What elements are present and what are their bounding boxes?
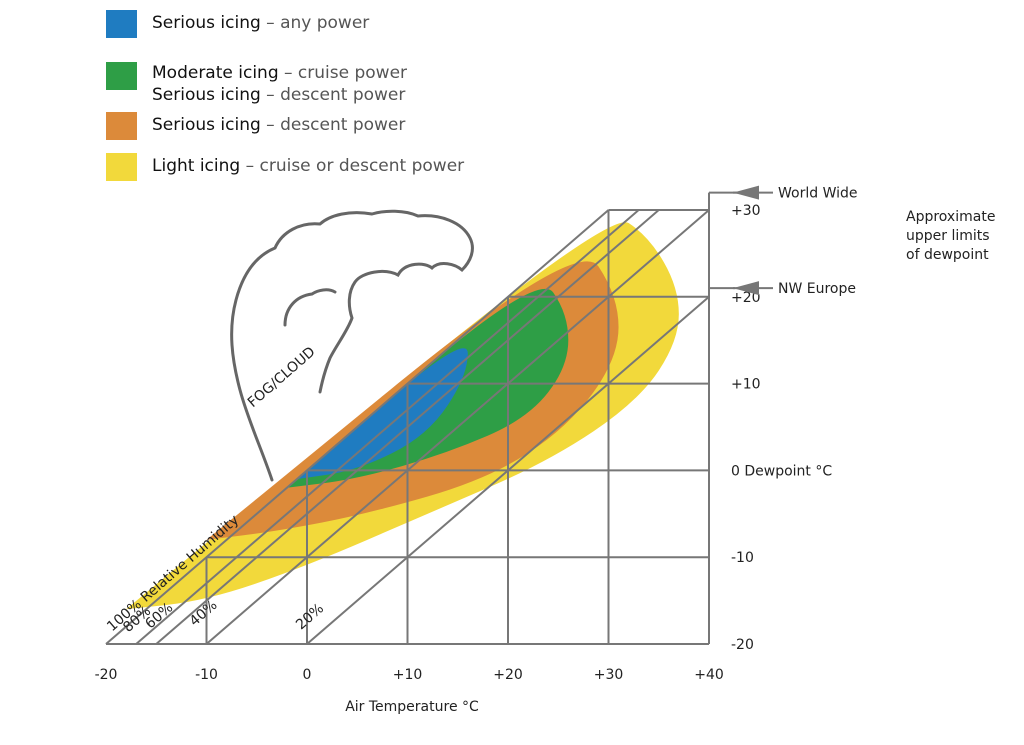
x-axis-ticks: -20 -10 0 +10 +20 +30 +40 Air Temperature °C (95, 667, 724, 715)
y-tick-label: -20 (731, 637, 754, 653)
legend-swatch (106, 10, 137, 38)
x-tick-label: +30 (594, 667, 624, 683)
legend-label: Serious icing – descent power (152, 85, 405, 106)
y-tick-label: +10 (731, 377, 761, 393)
legend-swatch (106, 62, 137, 90)
y-tick-label: +20 (731, 290, 761, 306)
rh-line (155, 209, 660, 645)
legend-label-bold: Light icing (152, 156, 241, 176)
fog-cloud-label: FOG/CLOUD (245, 344, 319, 411)
legend-label: Serious icing – any power (152, 13, 369, 34)
upper-limits-note: of dewpoint (906, 247, 989, 263)
x-tick-label: -20 (95, 667, 118, 683)
rh-label: 40% (187, 597, 221, 629)
legend-label-detail: – descent power (260, 115, 406, 135)
legend-label-detail: – cruise power (278, 63, 408, 83)
upper-limits-note: upper limits (906, 228, 990, 244)
legend-label-bold: Serious icing (152, 85, 261, 105)
legend-swatch (106, 112, 137, 140)
cloud-outline (230, 209, 474, 482)
x-tick-label: 0 (303, 667, 312, 683)
legend-label: Moderate icing – cruise power (152, 63, 407, 84)
legend-label: Serious icing – descent power (152, 115, 405, 136)
legend-item: Serious icing – descent power (0, 112, 520, 156)
legend-item: Light icing – cruise or descent power (0, 153, 520, 197)
legend-label-detail: – any power (260, 13, 370, 33)
y-tick-label: 0 Dewpoint °C (731, 463, 832, 479)
x-tick-label: +40 (694, 667, 724, 683)
y-tick-label: -10 (731, 550, 754, 566)
legend-label-detail: – descent power (260, 85, 406, 105)
x-tick-label: +20 (493, 667, 523, 683)
legend-item: Serious icing – any power (0, 10, 520, 54)
upper-limits-note: Approximate (906, 209, 995, 225)
nw-europe-label: NW Europe (778, 281, 856, 297)
y-tick-label: +30 (731, 203, 761, 219)
world-wide-arrow-icon (733, 185, 759, 200)
legend-label-bold: Serious icing (152, 13, 261, 33)
legend-label-detail: – cruise or descent power (240, 156, 465, 176)
chart-grid (106, 191, 739, 645)
legend-item: Moderate icing – cruise power Serious ici… (0, 60, 520, 106)
world-wide-label: World Wide (778, 186, 858, 202)
rh-line (135, 209, 640, 645)
legend-label-bold: Serious icing (152, 115, 261, 135)
legend-label-bold: Moderate icing (152, 63, 279, 83)
nw-europe-arrow-icon (733, 281, 759, 296)
y-axis-ticks: +30 +20 +10 0 Dewpoint °C -10 -20 (731, 203, 832, 653)
rh-label: 20% (293, 601, 327, 633)
cloud-inner-curl (283, 288, 337, 327)
rh-line (205, 209, 710, 645)
rh-line (306, 296, 710, 645)
rh-line (105, 209, 610, 645)
x-tick-label: -10 (195, 667, 218, 683)
legend-label: Light icing – cruise or descent power (152, 156, 464, 177)
x-tick-label: +10 (393, 667, 423, 683)
legend-swatch (106, 153, 137, 181)
x-axis-title: Air Temperature °C (345, 699, 479, 715)
icing-region (296, 348, 468, 480)
